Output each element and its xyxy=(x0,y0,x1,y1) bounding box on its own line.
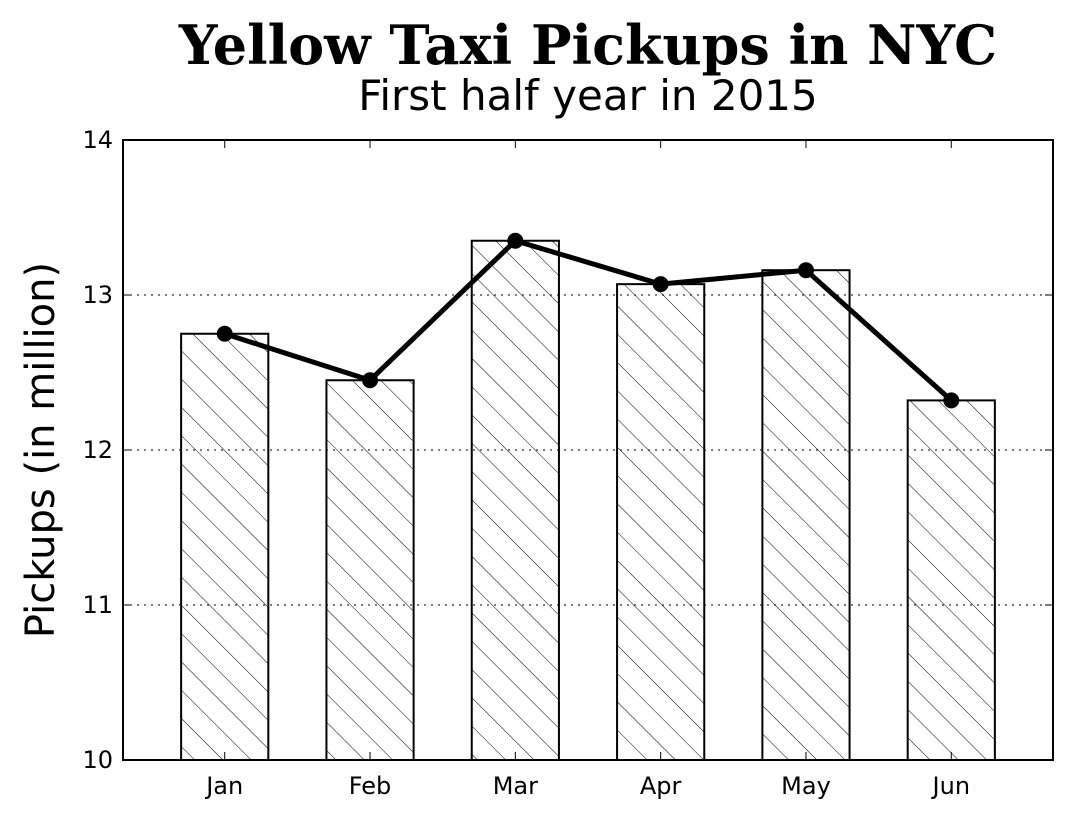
line-point-mar xyxy=(507,232,524,249)
y-tick-label: 12 xyxy=(82,436,113,464)
x-tick-label: Feb xyxy=(349,772,392,800)
bar-jan xyxy=(180,332,270,761)
chart-subtitle: First half year in 2015 xyxy=(358,71,818,120)
grid-lines xyxy=(123,294,1053,606)
axis-ticks: 10 11 12 13 14 Jan Feb Mar Apr May Jun xyxy=(82,126,1053,800)
bars xyxy=(180,239,996,761)
x-tick-label: May xyxy=(781,772,831,800)
bar-apr xyxy=(616,283,706,761)
line-point-apr xyxy=(652,276,669,293)
bar-jun xyxy=(906,399,996,761)
pickups-line xyxy=(223,238,953,403)
bar-mar xyxy=(470,239,560,761)
y-tick-label: 11 xyxy=(82,591,113,619)
line-point-may xyxy=(797,262,814,279)
bar-may xyxy=(761,269,851,761)
x-tick-label: Jun xyxy=(931,772,971,800)
line-series xyxy=(216,232,960,409)
y-axis-label: Pickups (in million) xyxy=(18,262,64,638)
x-tick-label: Mar xyxy=(493,772,538,800)
y-tick-label: 14 xyxy=(82,126,113,154)
x-tick-label: Jan xyxy=(204,772,243,800)
x-tick-label: Apr xyxy=(640,772,682,800)
y-tick-label: 13 xyxy=(82,281,113,309)
line-point-jun xyxy=(943,392,960,409)
line-point-jan xyxy=(216,325,233,342)
y-tick-label: 10 xyxy=(82,746,113,774)
bar-feb xyxy=(325,379,415,761)
line-point-feb xyxy=(362,372,379,389)
chart-title: Yellow Taxi Pickups in NYC xyxy=(178,13,998,77)
